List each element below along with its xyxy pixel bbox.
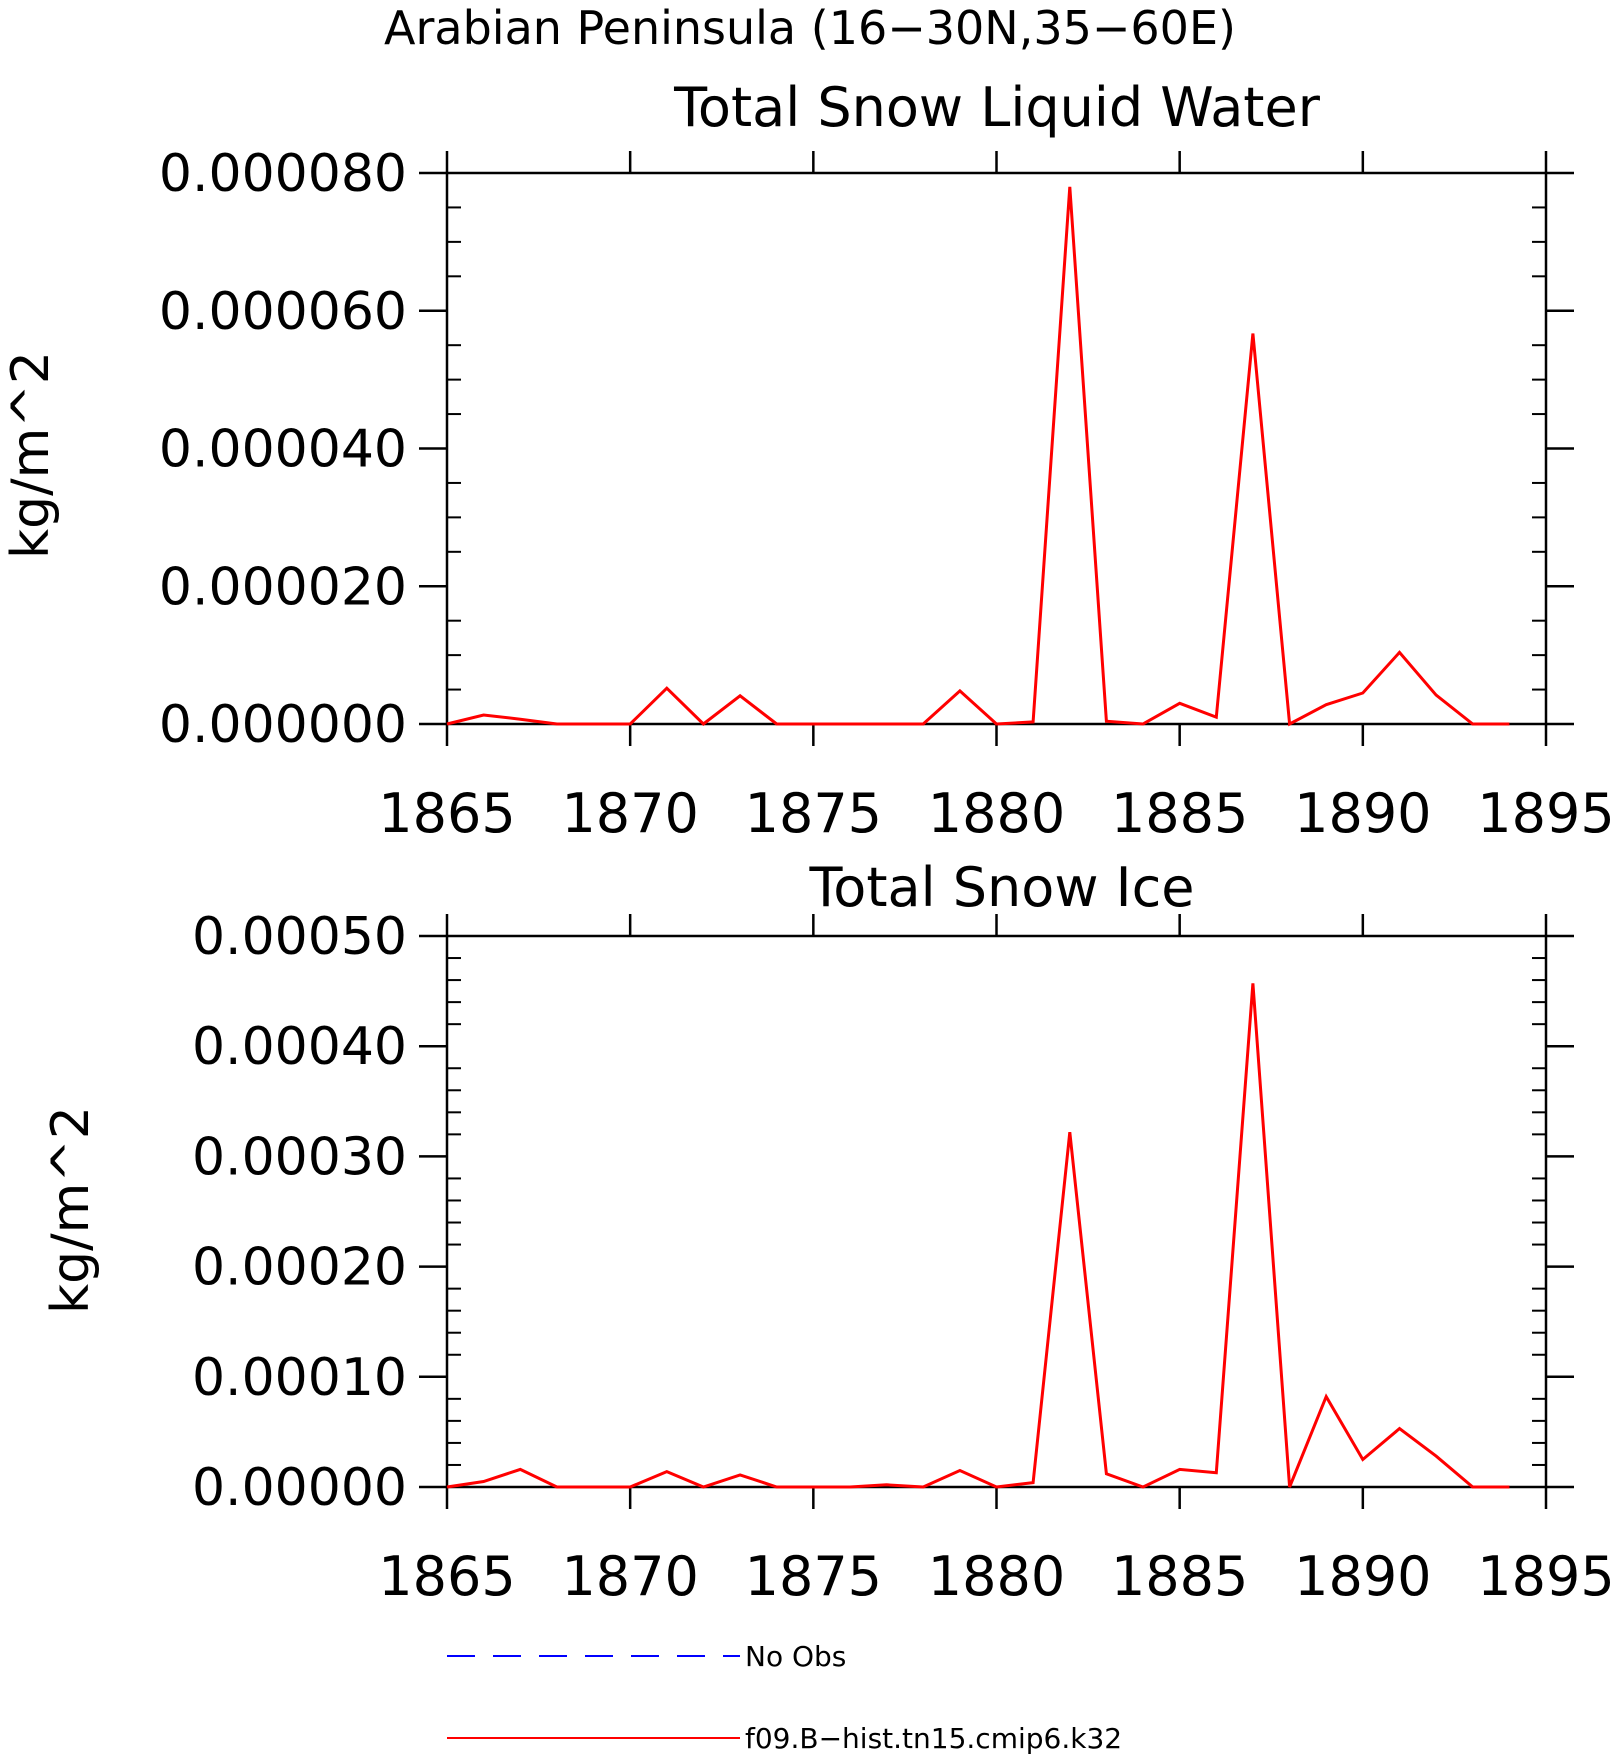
- x-tick-label: 1895: [1477, 1545, 1614, 1608]
- plot-frame-snow-liquid-water: [445, 171, 1548, 726]
- plot-frame-snow-ice: [445, 934, 1548, 1489]
- panel-snow-liquid-water: Total Snow Liquid Water kg/m^2 1865 1870 1…: [1, 76, 1615, 845]
- y-tick-label: 0.000000: [159, 695, 407, 755]
- page-title: Arabian Peninsula (16−30N,35−60E): [384, 1, 1236, 55]
- x-tick-label: 1890: [1294, 782, 1431, 845]
- x-tick-label: 1890: [1294, 1545, 1431, 1608]
- legend: No Obs f09.B−hist.tn15.cmip6.k32: [447, 1640, 1122, 1755]
- y-tick-label: 0.00040: [192, 1017, 407, 1077]
- panel-title-snow-liquid-water: Total Snow Liquid Water: [673, 76, 1321, 139]
- y-tick-label: 0.000060: [159, 282, 407, 342]
- y-tick-label: 0.000080: [159, 144, 407, 204]
- x-tick-label: 1875: [745, 1545, 882, 1608]
- x-tick-label: 1875: [745, 782, 882, 845]
- x-tick-label: 1865: [378, 1545, 515, 1608]
- x-tick-label: 1880: [928, 782, 1065, 845]
- panel-title-snow-ice: Total Snow Ice: [809, 856, 1195, 919]
- y-tick-label: 0.00030: [192, 1127, 407, 1187]
- y-tick-label: 0.000020: [159, 557, 407, 617]
- legend-label-no-obs: No Obs: [745, 1640, 846, 1673]
- legend-label-model: f09.B−hist.tn15.cmip6.k32: [745, 1722, 1122, 1755]
- x-tick-label: 1865: [378, 782, 515, 845]
- y-axis-label-snow-ice: kg/m^2: [41, 1106, 101, 1314]
- y-tick-label: 0.00020: [192, 1238, 407, 1298]
- x-tick-label: 1870: [561, 1545, 698, 1608]
- series-line-snow-liquid-water: [446, 186, 1510, 727]
- panel-snow-ice: Total Snow Ice kg/m^2 1865 1870 1875 1880 18…: [41, 856, 1615, 1608]
- y-axis-label-snow-liquid-water: kg/m^2: [1, 351, 61, 559]
- x-tick-label: 1870: [561, 782, 698, 845]
- y-tick-label: 0.00050: [192, 907, 407, 967]
- y-tick-label: 0.00010: [192, 1348, 407, 1408]
- series-line-snow-ice: [446, 983, 1510, 1489]
- y-tick-label: 0.000040: [159, 420, 407, 480]
- x-tick-label: 1880: [928, 1545, 1065, 1608]
- x-tick-label: 1895: [1477, 782, 1614, 845]
- x-tick-label: 1885: [1111, 1545, 1248, 1608]
- y-tick-label: 0.00000: [192, 1458, 407, 1518]
- x-tick-label: 1885: [1111, 782, 1248, 845]
